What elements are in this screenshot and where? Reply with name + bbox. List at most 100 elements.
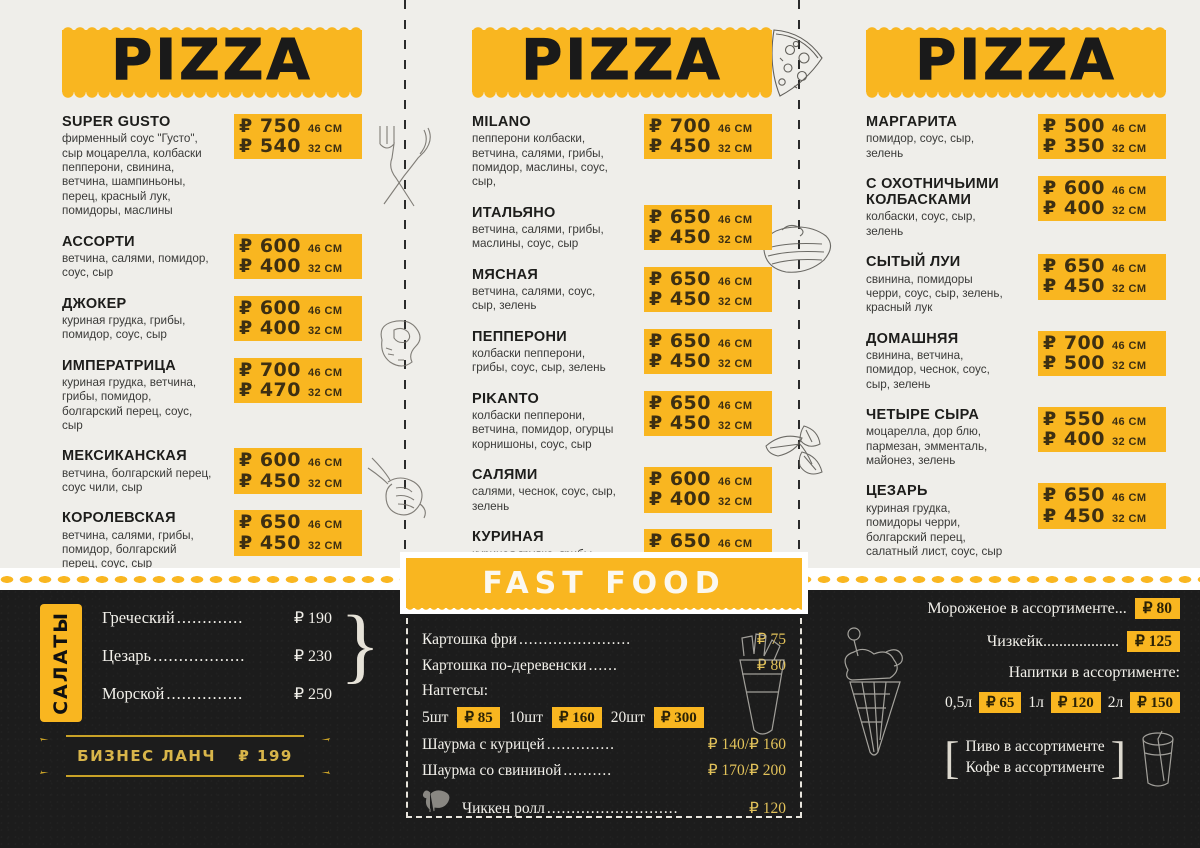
menu-item[interactable]: МАРГАРИТА помидор, соус, сыр, зелень ₽ 500… [866,114,1166,161]
price-badge: ₽ 600 46 CM ₽ 400 32 CM [644,467,772,513]
menu-item[interactable]: ПЕППЕРОНИ колбаски пепперони, грибы, соус… [472,328,772,376]
price-row-large: ₽ 650 46 CM [649,393,765,413]
price-badge: ₽ 650 46 CM ₽ 450 32 CM [644,266,772,313]
dessert-row[interactable]: Чизкейк................... ₽ 125 [830,631,1180,652]
nuggets-label-row: Наггетсы: [422,682,786,700]
price-row-large: ₽ 650 46 CM [1043,485,1159,505]
menu-item[interactable]: ЧЕТЫРЕ СЫРА моцарелла, дор блю, пармезан,… [866,407,1166,468]
menu-item[interactable]: КОРОЛЕВСКАЯ ветчина, салями, грибы, помид… [62,510,362,571]
price-badge: ₽ 650 46 CM ₽ 450 32 CM [234,510,362,556]
price-row-small: ₽ 450 32 CM [649,413,765,433]
price-small: ₽ 450 [239,531,301,554]
menu-item[interactable]: MILANO пепперони колбаски, ветчина, салям… [472,114,772,190]
fast-food-row[interactable]: Шаурма со свининой.......... ₽ 170/₽ 200 [422,761,786,780]
price-row-small: ₽ 450 32 CM [1043,276,1159,296]
size-small: 32 CM [1112,205,1147,218]
size-small: 32 CM [308,262,343,275]
price-badge: ₽ 600 46 CM ₽ 400 32 CM [1038,176,1166,222]
dots: .......... [563,762,613,779]
price-large: ₽ 650 [1043,484,1105,507]
menu-item[interactable]: ИТАЛЬЯНО ветчина, салями, грибы, маслины,… [472,204,772,252]
menu-item[interactable]: С ОХОТНИЧЬИМИ КОЛБАСКАМИ колбаски, соус, … [866,176,1166,239]
menu-item-name: АССОРТИ [62,233,135,250]
drink-price: ₽ 120 [1050,692,1101,713]
price-badge: ₽ 650 46 CM ₽ 450 32 CM [1038,483,1166,529]
salad-row[interactable]: Морской............... ₽ 250 [102,684,332,704]
beverage-item[interactable]: Пиво в ассортименте [965,738,1105,756]
dessert-row[interactable]: Мороженое в ассортименте... ₽ 80 [830,598,1180,619]
price-row-large: ₽ 600 46 CM [239,297,355,317]
nugget-qty: 10шт [508,708,543,726]
size-small: 32 CM [1112,359,1147,372]
price-row-large: ₽ 650 46 CM [649,269,765,289]
price-small: ₽ 500 [1043,351,1105,374]
price-large: ₽ 550 [1043,408,1105,431]
pizza-title: PIZZA [915,28,1117,93]
price-row-large: ₽ 750 46 CM [239,116,355,136]
menu-item[interactable]: SUPER GUSTO фирменный соус "Густо", сыр м… [62,114,362,219]
mushroom-icon [372,312,434,374]
chicken-roll-price: ₽ 120 [749,800,786,817]
salad-row[interactable]: Греческий............. ₽ 190 [102,608,332,628]
menu-item[interactable]: АССОРТИ ветчина, салями, помидор, соус, с… [62,233,362,281]
price-large: ₽ 650 [649,267,711,290]
menu-item[interactable]: PIKANTO колбаски пепперони, ветчина, поми… [472,390,772,452]
fast-food-title: FAST FOOD [482,565,726,601]
price-badge: ₽ 650 46 CM ₽ 450 32 CM [1038,254,1166,300]
bottom-section: САЛАТЫ Греческий............. ₽ 190 Цезарь… [0,552,1200,848]
fast-food-row[interactable]: Шаурма с курицей.............. ₽ 140/₽ 16… [422,735,786,754]
menu-item-description: куриная грудка, ветчина, грибы, помидор,… [62,375,197,433]
menu-item-description: ветчина, салями, соус, сыр, зелень [472,285,596,313]
menu-item[interactable]: ДОМАШНЯЯ свинина, ветчина, помидор, чесно… [866,330,1166,392]
size-large: 46 CM [1112,263,1147,276]
dessert-label: Мороженое в ассортименте... [927,600,1127,617]
menu-item[interactable]: САЛЯМИ салями, чеснок, соус, сыр, зелень ₽… [472,467,772,514]
size-small: 32 CM [718,233,753,246]
price-row-small: ₽ 540 32 CM [239,136,355,156]
pizza-banner-right: PIZZA [866,22,1166,103]
chicken-roll-label: Чиккен ролл [462,800,545,817]
price-row-small: ₽ 500 32 CM [1043,353,1159,373]
beverage-item[interactable]: Кофе в ассортименте [965,759,1105,776]
salad-row[interactable]: Цезарь.................. ₽ 230 [102,646,332,666]
pizza-title: PIZZA [521,28,723,93]
dots: ....................... [518,631,632,648]
menu-item[interactable]: ИМПЕРАТРИЦА куриная грудка, ветчина, гриб… [62,357,362,434]
fast-food-row[interactable]: Картошка по-деревенски...... ₽ 80 [422,656,786,675]
price-small: ₽ 450 [1043,275,1105,298]
pizza-column-left: PIZZA SUPER GUSTO фирменный соус "Густо",… [62,0,362,665]
desserts-block: Мороженое в ассортименте... ₽ 80 Чизкейк..… [830,598,1180,789]
price-small: ₽ 350 [1043,135,1105,158]
curly-brace-icon: } [340,599,381,692]
salad-label: Цезарь [102,646,152,665]
menu-item[interactable]: МЯСНАЯ ветчина, салями, соус, сыр, зелень… [472,266,772,314]
menu-item-name: СЫТЫЙ ЛУИ [866,254,961,271]
price-badge: ₽ 700 46 CM ₽ 450 32 CM [644,114,772,160]
fast-food-price: ₽ 140/₽ 160 [707,736,786,753]
fast-food-row[interactable]: Картошка фри....................... ₽ 75 [422,630,786,649]
menu-item-list: МАРГАРИТА помидор, соус, сыр, зелень ₽ 500… [866,114,1166,559]
menu-item[interactable]: ЦЕЗАРЬ куриная грудка, помидоры черри, бо… [866,483,1166,559]
price-small: ₽ 450 [649,349,711,372]
pizza-title: PIZZA [111,28,313,93]
nuggets-options: 5шт ₽ 85 10шт ₽ 160 20шт ₽ 300 [422,707,786,728]
nuggets-label: Наггетсы: [422,682,489,699]
menu-item[interactable]: МЕКСИКАНСКАЯ ветчина, болгарский перец, с… [62,448,362,495]
nugget-qty: 5шт [422,708,449,726]
menu-item[interactable]: СЫТЫЙ ЛУИ свинина, помидоры черри, соус, … [866,254,1166,315]
menu-item-name: ДЖОКЕР [62,295,127,312]
price-small: ₽ 400 [239,316,301,339]
price-row-large: ₽ 600 46 CM [649,469,765,489]
price-row-small: ₽ 400 32 CM [649,489,765,509]
menu-item-description: колбаски пепперони, грибы, соус, сыр, зе… [472,347,606,375]
dots: ............... [166,684,244,703]
dots: ...... [588,657,618,674]
column-divider-right [798,0,800,568]
price-small: ₽ 450 [1043,504,1105,527]
price-small: ₽ 450 [239,469,301,492]
menu-item[interactable]: ДЖОКЕР куриная грудка, грибы, помидор, со… [62,295,362,343]
price-badge: ₽ 600 46 CM ₽ 400 32 CM [234,233,362,279]
price-large: ₽ 600 [239,449,301,472]
drink-price: ₽ 150 [1130,692,1180,713]
fast-food-body: Картошка фри....................... ₽ 75 К… [406,618,802,818]
